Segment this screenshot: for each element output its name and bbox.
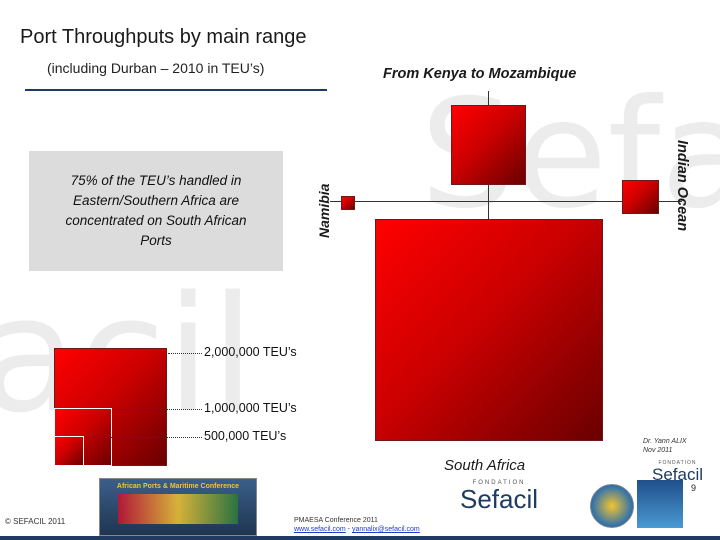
title-rule [25,89,327,91]
info-box: 75% of the TEU’s handled in Eastern/Sout… [29,151,283,271]
partner-emblem-2 [637,480,683,528]
square-namibia [341,196,355,210]
bottom-bar [0,536,720,540]
label-namibia: Namibia [316,183,332,238]
website-link[interactable]: www.sefacil.com [294,526,346,533]
page-number: 9 [691,483,697,493]
legend-leader-500k [85,437,202,438]
conference-name: PMAESA Conference 2011 [294,517,378,524]
square-south-africa [375,219,603,441]
legend-square-500k [54,436,84,466]
square-east-africa [451,105,526,185]
banner-title: African Ports & Maritime Conference [116,483,240,490]
sefacil-text-footer: Sefacil [460,484,539,514]
label-kenya-mozambique: From Kenya to Mozambique [383,66,577,82]
sefacil-logo-footer: FONDATION Sefacil [460,480,538,512]
sefacil-logo-small: FONDATION Sefacil [652,460,703,484]
author-date: Nov 2011 [643,447,673,454]
fondation-text-small: FONDATION [658,460,697,466]
square-indian-ocean [622,180,659,214]
legend-leader-1m [113,409,202,410]
footer-links: www.sefacil.com - yannalix@sefacil.com [294,525,420,534]
horizontal-axis-line [330,201,682,202]
author-name: Dr. Yann ALIX [643,438,687,445]
legend-leader-2m [168,353,202,354]
info-box-text: 75% of the TEU’s handled in Eastern/Sout… [65,173,247,248]
banner-graphic [118,494,238,524]
legend-label-1m: 1,000,000 TEU’s [204,401,297,415]
page-subtitle: (including Durban – 2010 in TEU’s) [47,60,265,76]
sefacil-text-small: Sefacil [652,465,704,484]
footer-conference: PMAESA Conference 2011 www.sefacil.com -… [294,516,420,534]
fondation-text-footer: FONDATION [472,480,526,486]
link-separator: - [345,526,352,533]
label-south-africa: South Africa [444,457,526,474]
legend-label-500k: 500,000 TEU’s [204,429,287,443]
footer-copyright: © SEFACIL 2011 [5,517,66,526]
email-link[interactable]: yannalix@sefacil.com [351,526,420,533]
partner-emblem-1 [590,484,634,528]
conference-banner: African Ports & Maritime Conference [99,478,257,536]
legend-label-2m: 2,000,000 TEU’s [204,345,297,359]
page-title: Port Throughputs by main range [20,26,307,48]
label-indian-ocean: Indian Ocean [674,140,690,232]
author-credit: Dr. Yann ALIX Nov 2011 [643,437,687,455]
